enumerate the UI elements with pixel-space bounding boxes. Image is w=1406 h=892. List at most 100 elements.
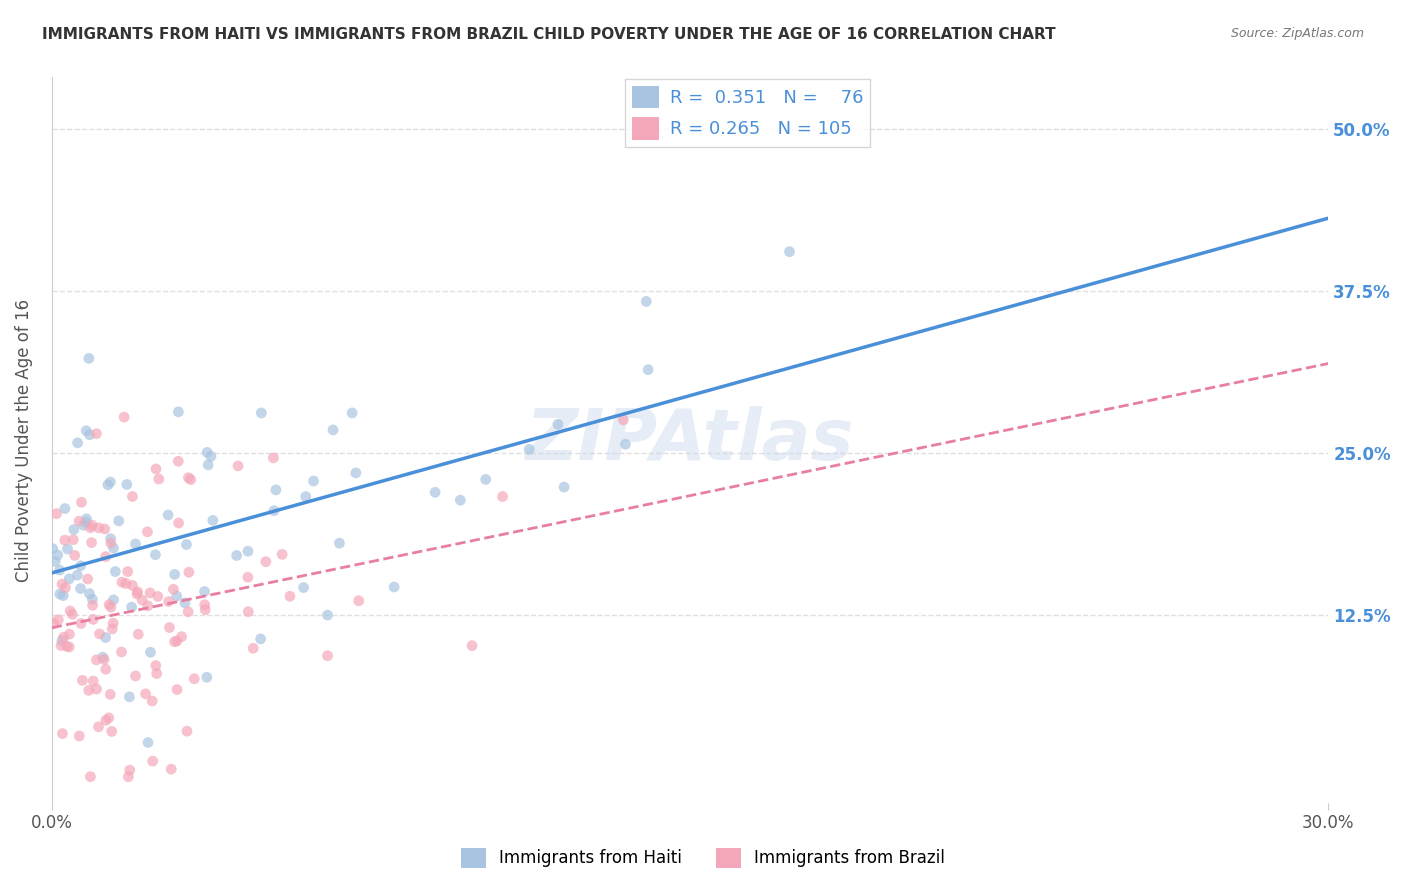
Point [103,541,125,555]
Point [52,630,75,644]
Point [612,413,634,427]
Point [94,549,117,564]
Point [195,445,218,459]
Point [45,507,67,521]
Point [87,720,110,734]
Text: ZIPAtlas: ZIPAtlas [526,406,855,475]
Point [66,568,89,582]
Point [340,406,363,420]
Y-axis label: Child Poverty Under the Age of 16: Child Poverty Under the Age of 16 [15,299,32,582]
Point [118,763,141,777]
Point [242,641,264,656]
Point [75,515,97,529]
Point [278,589,301,603]
Point [93,522,115,536]
Point [60,607,83,622]
Point [55,581,77,595]
Point [56,541,79,556]
Point [94,662,117,676]
Point [236,570,259,584]
Point [145,658,167,673]
Point [66,435,89,450]
Point [135,687,157,701]
Point [264,483,287,497]
Point [51,577,73,591]
Point [67,514,90,528]
Point [87,521,110,535]
Point [145,548,167,562]
Point [250,406,273,420]
Point [195,670,218,684]
Point [98,475,121,489]
Point [98,598,121,612]
Point [157,594,180,608]
Point [166,682,188,697]
Point [347,593,370,607]
Point [236,544,259,558]
Point [637,362,659,376]
Point [76,572,98,586]
Point [82,518,104,533]
Point [194,603,217,617]
Point [46,613,69,627]
Point [249,632,271,646]
Point [170,630,193,644]
Point [263,503,285,517]
Point [52,589,75,603]
Point [82,599,104,613]
Text: Source: ZipAtlas.com: Source: ZipAtlas.com [1230,27,1364,40]
Point [146,590,169,604]
Point [174,596,197,610]
Point [159,621,181,635]
Point [142,754,165,768]
Point [101,622,124,636]
Point [58,640,80,654]
Point [107,514,129,528]
Point [97,478,120,492]
Point [136,524,159,539]
Point [382,580,405,594]
Point [44,554,66,568]
Point [193,584,215,599]
Text: IMMIGRANTS FROM HAITI VS IMMIGRANTS FROM BRAZIL CHILD POVERTY UNDER THE AGE OF 1: IMMIGRANTS FROM HAITI VS IMMIGRANTS FROM… [42,27,1056,42]
Point [131,593,153,607]
Point [163,567,186,582]
Point [124,537,146,551]
Point [176,724,198,739]
Legend: Immigrants from Haiti, Immigrants from Brazil: Immigrants from Haiti, Immigrants from B… [454,841,952,875]
Point [167,516,190,530]
Point [547,417,569,432]
Point [86,681,108,696]
Point [194,598,217,612]
Point [94,714,117,728]
Point [226,458,249,473]
Point [93,652,115,666]
Point [82,612,104,626]
Point [491,490,513,504]
Point [115,477,138,491]
Point [121,578,143,592]
Point [779,244,801,259]
Point [63,523,86,537]
Point [118,690,141,704]
Point [77,683,100,698]
Point [100,600,122,615]
Point [474,472,496,486]
Legend: R =  0.351   N =    76, R = 0.265   N = 105: R = 0.351 N = 76, R = 0.265 N = 105 [624,79,870,147]
Point [127,627,149,641]
Point [94,631,117,645]
Point [145,666,167,681]
Point [177,471,200,485]
Point [180,473,202,487]
Point [63,549,86,563]
Point [176,537,198,551]
Point [201,513,224,527]
Point [163,634,186,648]
Point [183,672,205,686]
Point [100,536,122,550]
Point [177,605,200,619]
Point [302,474,325,488]
Point [67,729,90,743]
Point [42,616,65,631]
Point [177,566,200,580]
